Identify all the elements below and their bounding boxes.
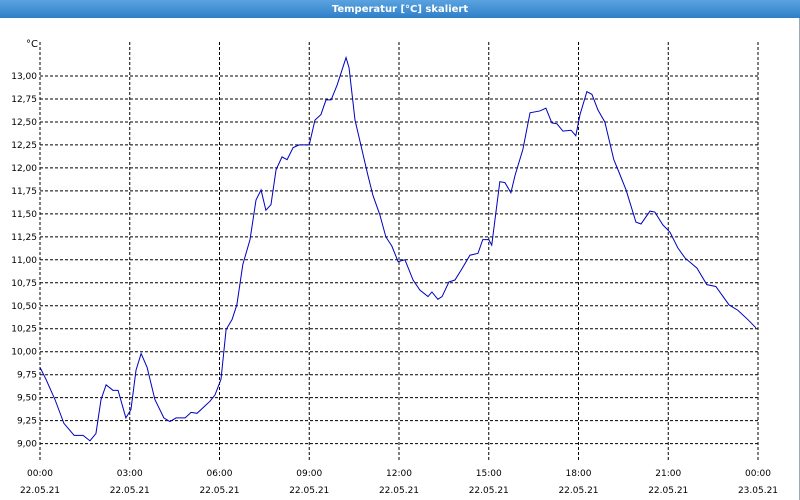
x-tick-label: 15:00 xyxy=(476,469,502,479)
x-tick-date: 22.05.21 xyxy=(558,486,598,496)
y-tick-label: 10,00 xyxy=(11,348,37,358)
y-tick-label: 11,50 xyxy=(11,210,37,220)
y-tick-label: 12,50 xyxy=(11,118,37,128)
line-series xyxy=(39,55,757,442)
x-tick-date: 22.05.21 xyxy=(289,486,329,496)
title-bar xyxy=(0,0,800,18)
y-tick-label: 9,00 xyxy=(17,440,37,450)
y-tick-label: 12,75 xyxy=(11,95,37,105)
x-tick-label: 03:00 xyxy=(117,469,143,479)
y-tick-label: 10,25 xyxy=(11,325,37,335)
y-tick-label: 12,25 xyxy=(11,141,37,151)
x-tick-label: 21:00 xyxy=(655,469,681,479)
y-tick-label: 10,75 xyxy=(11,279,37,289)
x-tick-date: 22.05.21 xyxy=(199,486,239,496)
y-tick-label: 9,25 xyxy=(17,417,37,427)
x-tick-date: 22.05.21 xyxy=(469,486,509,496)
y-tick-label: 11,25 xyxy=(11,233,37,243)
x-tick-label: 18:00 xyxy=(566,469,592,479)
x-tick-label: 06:00 xyxy=(207,469,233,479)
x-tick-date: 23.05.21 xyxy=(738,486,778,496)
y-tick-label: 13,00 xyxy=(11,72,37,82)
x-tick-label: 00:00 xyxy=(745,469,771,479)
x-tick-label: 09:00 xyxy=(296,469,322,479)
chart-title: Temperatur [°C] skaliert xyxy=(332,4,469,15)
x-tick-label: 12:00 xyxy=(386,469,412,479)
y-unit: °C xyxy=(26,39,38,50)
x-tick-date: 22.05.21 xyxy=(110,486,150,496)
y-tick-label: 11,00 xyxy=(11,256,37,266)
x-tick-date: 22.05.21 xyxy=(379,486,419,496)
x-tick-label: 00:00 xyxy=(27,469,53,479)
y-tick-label: 9,75 xyxy=(17,371,37,381)
y-tick-label: 10,50 xyxy=(11,302,37,312)
y-tick-label: 9,50 xyxy=(17,394,37,404)
x-tick-date: 22.05.21 xyxy=(648,486,688,496)
y-tick-label: 11,75 xyxy=(11,187,37,197)
y-tick-label: 12,00 xyxy=(11,164,37,174)
x-tick-date: 22.05.21 xyxy=(20,486,60,496)
